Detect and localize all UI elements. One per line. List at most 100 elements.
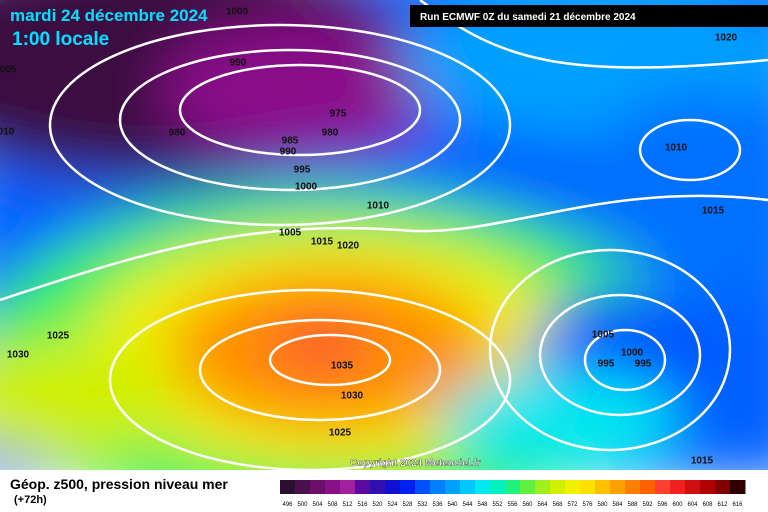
- colorbar-label: 548: [477, 502, 488, 508]
- isobar-label: 010: [0, 127, 15, 138]
- colorbar-swatch: [430, 480, 446, 494]
- colorbar-label: 520: [372, 502, 383, 508]
- colorbar-label: 532: [417, 502, 428, 508]
- isobar-label: 1015: [691, 456, 714, 467]
- isobar: [268, 333, 392, 387]
- isobar-label: 985: [282, 136, 299, 147]
- colorbar-label: 540: [447, 502, 458, 508]
- colorbar-swatch: [280, 480, 296, 494]
- colorbar-label: 528: [402, 502, 413, 508]
- isobar-label: 1000: [295, 182, 318, 193]
- colorbar-label: 536: [432, 502, 443, 508]
- colorbar-label: 580: [597, 502, 608, 508]
- colorbar-swatch: [520, 480, 536, 494]
- colorbar-swatch: [400, 480, 416, 494]
- colorbar-swatch: [385, 480, 401, 494]
- colorbar-swatch: [550, 480, 566, 494]
- colorbar-label: 556: [507, 502, 518, 508]
- colorbar-swatch: [340, 480, 356, 494]
- colorbar-swatch: [295, 480, 311, 494]
- colorbar-swatch: [640, 480, 656, 494]
- isobar-label: 990: [230, 58, 247, 69]
- colorbar-label: 524: [387, 502, 398, 508]
- isobar-label: 005: [0, 65, 17, 76]
- isobar: [488, 248, 732, 452]
- colorbar-label: 572: [567, 502, 578, 508]
- colorbar-label: 612: [717, 502, 728, 508]
- isobar-label: 1000: [226, 7, 249, 18]
- colorbar-label: 552: [492, 502, 503, 508]
- colorbar-swatch: [310, 480, 326, 494]
- colorbar-swatch: [595, 480, 611, 494]
- isobar: [538, 293, 702, 417]
- colorbar-swatch: [625, 480, 641, 494]
- isobar: [48, 23, 512, 227]
- isobar-label: 1010: [367, 201, 390, 212]
- field-mid: [440, 370, 680, 470]
- colorbar-label: 592: [642, 502, 653, 508]
- isobar-label: 980: [322, 128, 339, 139]
- colorbar-label: 616: [732, 502, 743, 508]
- isobar-label: 980: [169, 128, 186, 139]
- colorbar-label: 516: [357, 502, 368, 508]
- isobar: [198, 318, 442, 422]
- isobar-label: 1025: [329, 428, 352, 439]
- field-high: [0, 340, 180, 460]
- isobar-label: 1030: [7, 350, 30, 361]
- isobar-label: 995: [294, 165, 311, 176]
- isobar: [178, 63, 422, 157]
- colorbar-swatch: [460, 480, 476, 494]
- colorbar-swatch: [565, 480, 581, 494]
- field-max: [270, 320, 370, 370]
- isobar: [118, 48, 462, 192]
- colorbar-swatch: [730, 480, 746, 494]
- colorbar-label: 608: [702, 502, 713, 508]
- time-title: 1:00 locale: [12, 29, 109, 50]
- isobar-label: 975: [330, 109, 347, 120]
- colorbar-label: 512: [342, 502, 353, 508]
- colorbar-swatch: [445, 480, 461, 494]
- colorbar-label: 568: [552, 502, 563, 508]
- isobar-labels: 1000 005 990 010 980 975 985 980 990 995 1000 1010 1…: [0, 7, 738, 467]
- colorbar-swatch: [535, 480, 551, 494]
- colorbar-label: 560: [522, 502, 533, 508]
- run-box: [410, 5, 768, 27]
- colorbar-swatch: [655, 480, 671, 494]
- colorbar-label: 496: [282, 502, 293, 508]
- colorbar-swatch: [580, 480, 596, 494]
- colorbar-swatch: [700, 480, 716, 494]
- colorbar-swatch: [370, 480, 386, 494]
- isobar-label: 1005: [592, 330, 615, 341]
- field-mid: [580, 90, 768, 310]
- colorbar-label: 576: [582, 502, 593, 508]
- date-title: mardi 24 décembre 2024: [10, 6, 208, 25]
- isobar: [583, 328, 667, 392]
- isobar: [0, 194, 768, 302]
- colorbar-swatch: [670, 480, 686, 494]
- colorbar-label: 584: [612, 502, 623, 508]
- isobar-label: 1025: [47, 331, 70, 342]
- colorbar-label: 564: [537, 502, 548, 508]
- colorbar-label: 508: [327, 502, 338, 508]
- isobar-label: 1010: [665, 143, 688, 154]
- colorbar-label: 588: [627, 502, 638, 508]
- colorbar-label: 544: [462, 502, 473, 508]
- colorbar-swatch: [715, 480, 731, 494]
- colorbar-swatch: [355, 480, 371, 494]
- isobar-label: 990: [280, 147, 297, 158]
- isobar-label: 995: [598, 359, 615, 370]
- isobar-label: 1035: [331, 361, 354, 372]
- colorbar-label: 500: [297, 502, 308, 508]
- colorbar-label: 600: [672, 502, 683, 508]
- colorbar-swatch: [475, 480, 491, 494]
- isobar-label: 1000: [621, 348, 644, 359]
- copyright: Copyright 2024 Meteociel.fr: [350, 458, 481, 469]
- colorbar-label: 504: [312, 502, 323, 508]
- field-low: [160, 20, 440, 160]
- isobar-label: 1005: [279, 228, 302, 239]
- colorbar-label: 596: [657, 502, 668, 508]
- legend-title: Géop. z500, pression niveau mer: [10, 476, 228, 492]
